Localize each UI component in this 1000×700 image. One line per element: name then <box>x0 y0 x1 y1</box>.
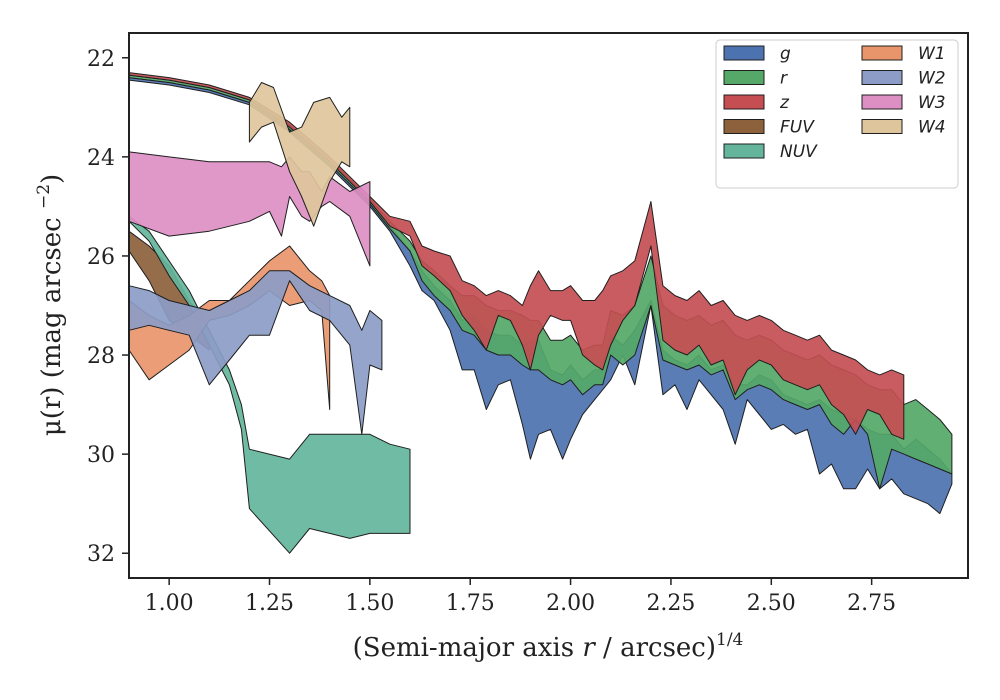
legend-swatch <box>723 45 765 61</box>
legend-swatch <box>861 45 903 61</box>
legend-item-g: g <box>723 44 791 64</box>
x-tick-label: 1.00 <box>145 591 194 616</box>
legend-item-nuv: NUV <box>723 142 818 162</box>
legend-item-w4: W4 <box>861 118 946 138</box>
legend-swatch <box>723 70 765 85</box>
legend-item-w1: W1 <box>861 44 946 64</box>
legend: grz FUV NUV W1 W2 W3 W4 <box>715 39 959 189</box>
series-band-z <box>128 72 905 440</box>
legend-item-w3: W3 <box>861 93 946 113</box>
x-axis-ticks: 1.00 1.25 1.50 1.75 2.00 2.25 2.50 2.75 <box>145 578 896 616</box>
series-band-w2 <box>128 270 383 435</box>
x-tick-label: 2.75 <box>847 591 896 616</box>
series-band-w4 <box>248 82 351 227</box>
legend-label: W2 <box>918 69 946 89</box>
legend-swatch <box>861 94 903 110</box>
legend-item-r: r <box>723 69 788 89</box>
legend-item-w2: W2 <box>861 69 946 89</box>
y-tick-label: 28 <box>87 344 115 369</box>
legend-label: W3 <box>918 93 946 113</box>
x-tick-label: 2.50 <box>747 591 796 616</box>
legend-label: NUV <box>780 142 818 162</box>
y-tick-label: 30 <box>87 443 115 468</box>
x-tick-label: 1.25 <box>245 591 294 616</box>
legend-swatch <box>861 70 903 85</box>
legend-swatch <box>861 119 903 134</box>
x-axis-label: (Semi-major axis r / arcsec)1/4 <box>353 630 744 663</box>
legend-label: r <box>780 69 788 89</box>
y-axis-label-exponent: −2 <box>34 184 54 209</box>
legend-label: g <box>780 44 791 64</box>
legend-label: W1 <box>918 44 946 64</box>
x-axis-label-exponent: 1/4 <box>716 630 743 650</box>
legend-label: z <box>779 93 790 113</box>
legend-swatch <box>723 119 765 134</box>
x-tick-label: 1.75 <box>446 591 495 616</box>
series-layer <box>128 72 953 554</box>
y-axis-ticks: 22 24 26 28 30 32 <box>87 47 129 567</box>
legend-item-z: z <box>723 93 790 113</box>
y-tick-label: 24 <box>87 146 115 171</box>
y-tick-label: 26 <box>87 245 115 270</box>
legend-swatch <box>723 94 765 110</box>
y-tick-label: 22 <box>87 47 115 72</box>
x-tick-label: 1.50 <box>345 591 394 616</box>
legend-label: W4 <box>918 118 946 138</box>
legend-label: FUV <box>780 118 815 138</box>
y-axis-label: μ(r) (mag arcsec −2) <box>34 174 67 436</box>
x-tick-label: 2.00 <box>546 591 595 616</box>
legend-swatch <box>723 143 765 159</box>
legend-item-fuv: FUV <box>723 118 815 138</box>
plot-frame <box>128 32 969 579</box>
x-tick-label: 2.25 <box>646 591 695 616</box>
y-tick-label: 32 <box>87 542 115 567</box>
